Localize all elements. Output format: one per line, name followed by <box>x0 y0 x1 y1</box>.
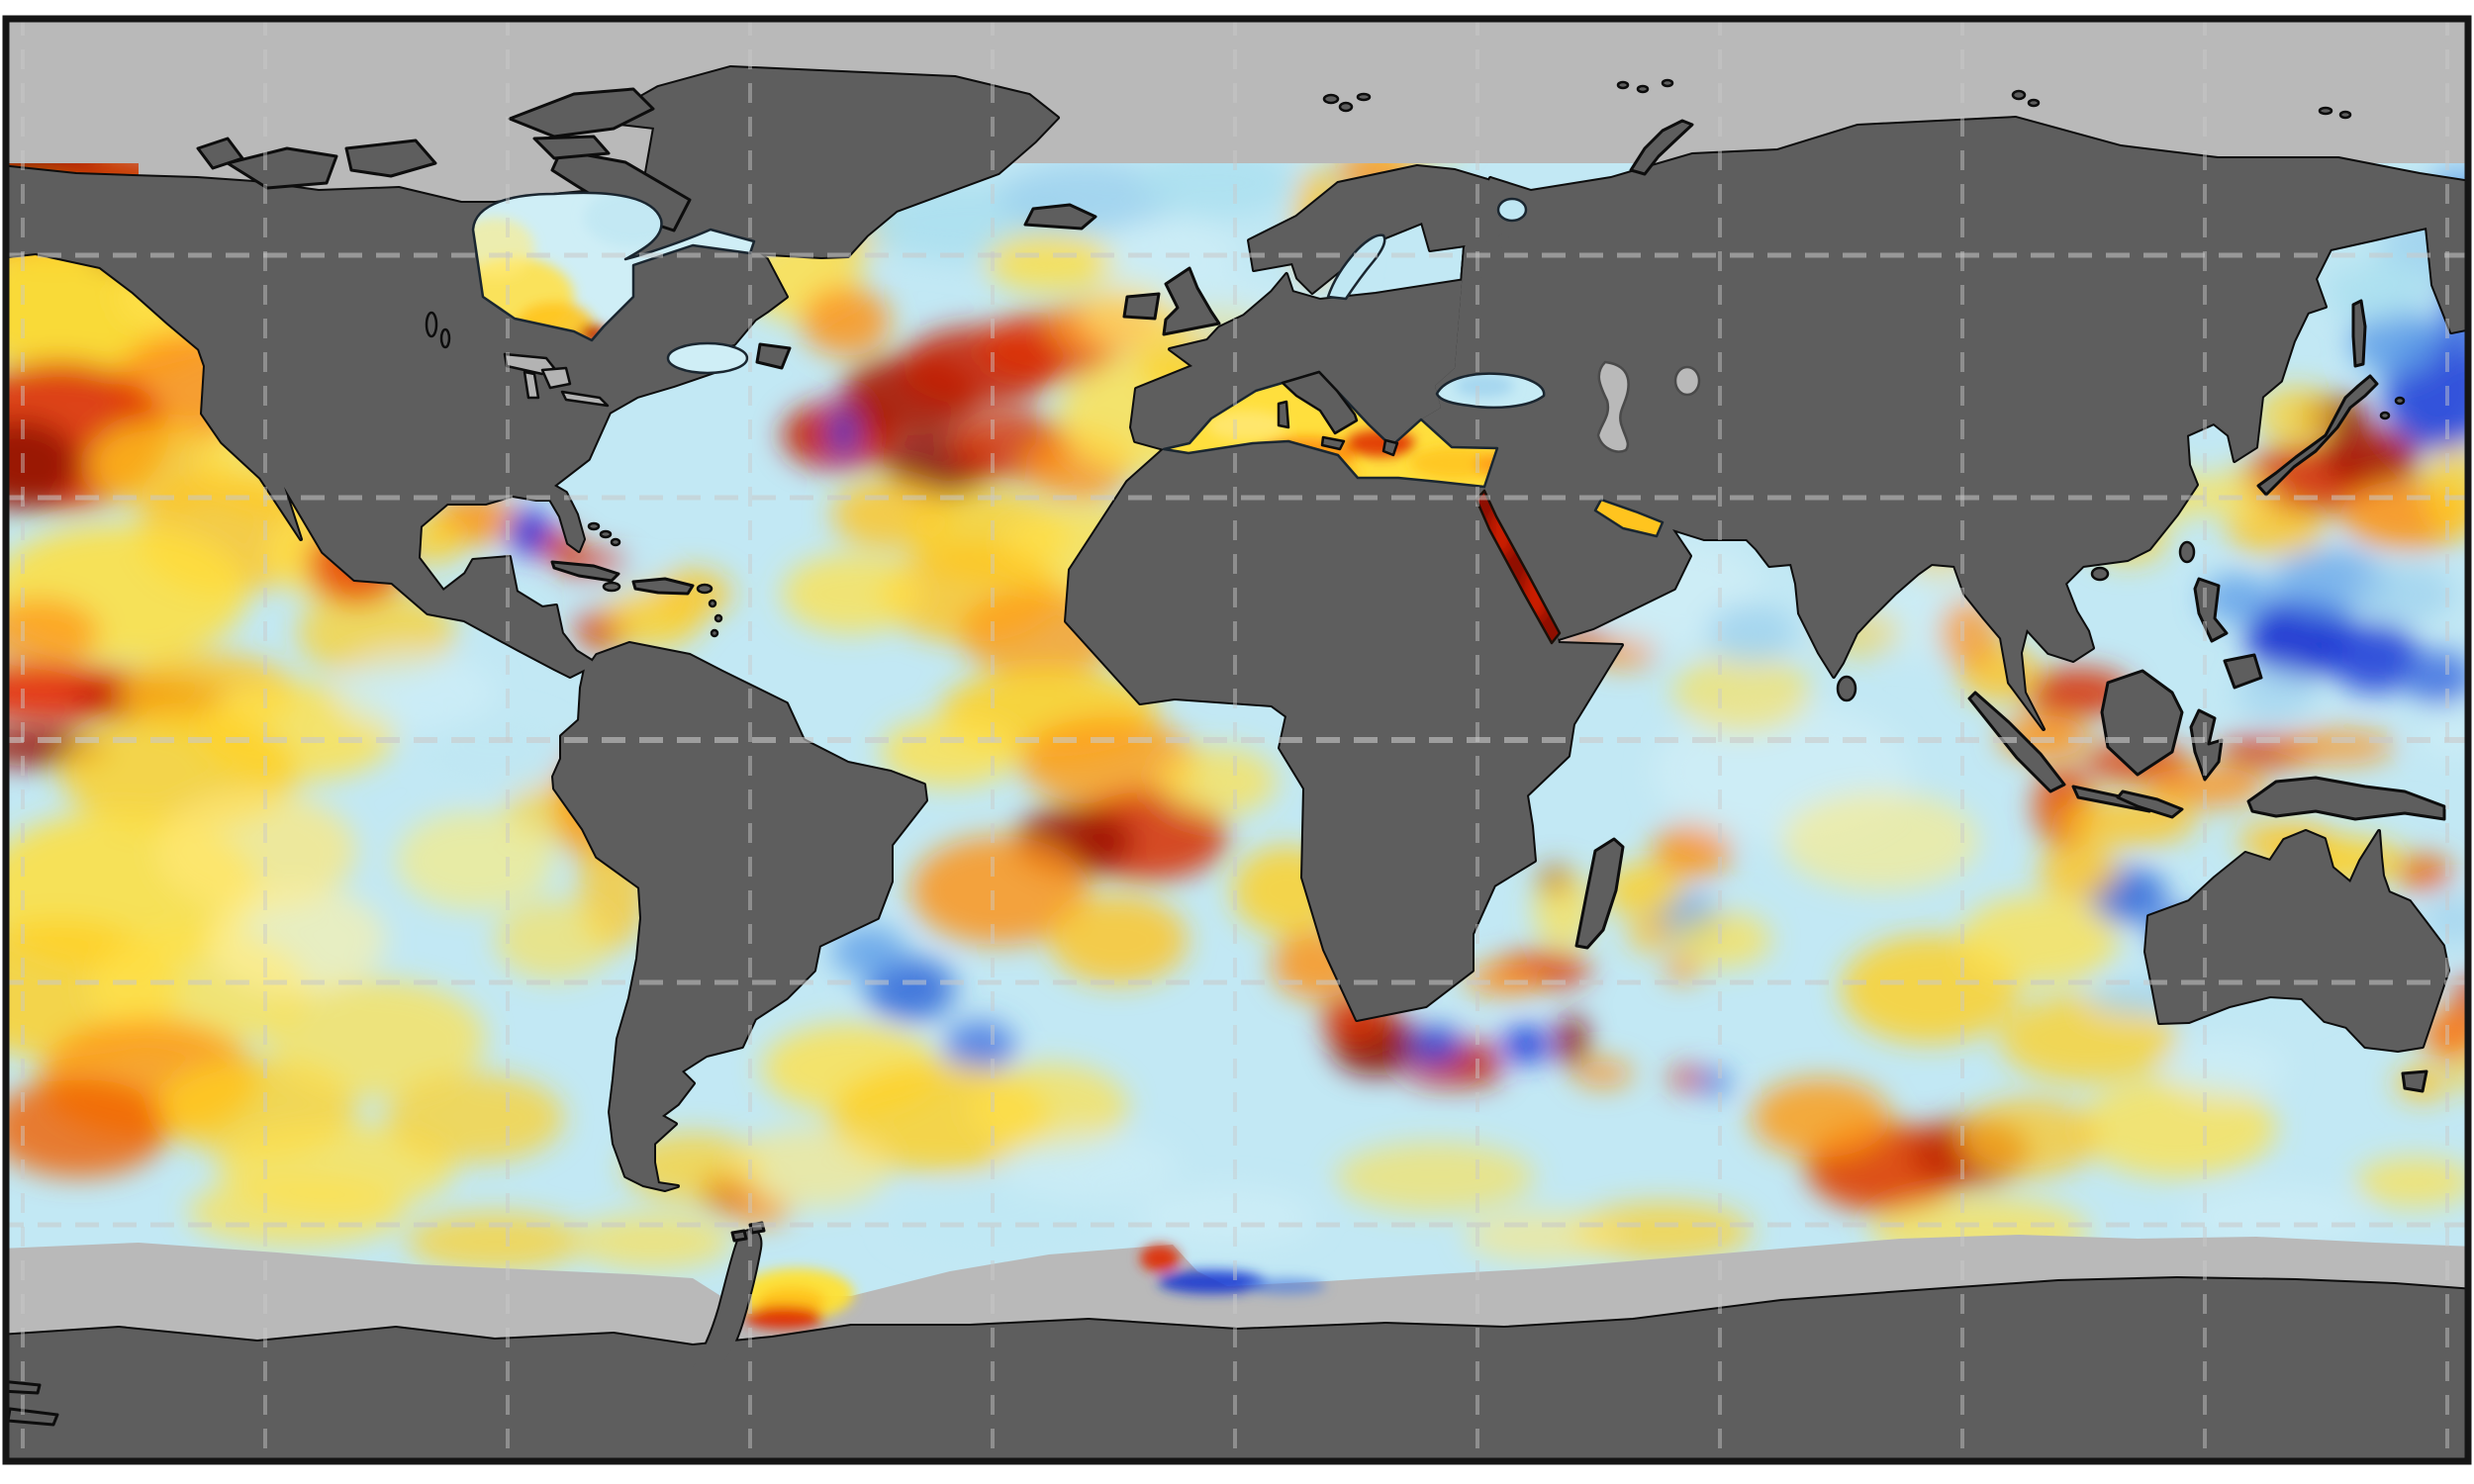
puerto-rico <box>696 583 714 595</box>
svalbard-2 <box>1338 101 1354 113</box>
franz-josef-2 <box>1636 84 1650 94</box>
greece-peloponnese <box>1381 438 1399 457</box>
graticule-layer <box>3 16 2471 1464</box>
iceland <box>1023 203 1097 231</box>
island-layer <box>3 78 2446 1427</box>
eurasia <box>1421 118 2471 729</box>
hispaniola <box>631 577 695 596</box>
sakhalin <box>2351 299 2367 368</box>
caspian-sea <box>1598 362 1629 452</box>
bottom-margin-strip <box>0 1467 2474 1484</box>
africa <box>1066 441 1622 1020</box>
newfoundland <box>755 342 792 370</box>
severnaya-1 <box>2011 89 2027 101</box>
bahama-1 <box>587 521 601 531</box>
gulf-st-lawrence <box>666 341 749 375</box>
bahama-3 <box>610 537 621 547</box>
baltic-sea <box>1328 234 1385 299</box>
greenland <box>619 67 1058 257</box>
europe <box>1131 178 1514 449</box>
new-guinea <box>2246 776 2446 821</box>
svalbard-3 <box>1356 92 1372 102</box>
inland-sea-layer <box>471 191 1701 645</box>
svalbard-1 <box>1322 93 1340 105</box>
antilles-3 <box>710 628 719 638</box>
ice-edge-blue-streak <box>1158 1270 1267 1294</box>
franz-josef-1 <box>1616 80 1630 90</box>
novaya-zemlya <box>1629 119 1694 176</box>
persian-gulf <box>1595 500 1663 536</box>
antarctica <box>3 1278 2471 1464</box>
timor-arc <box>2116 789 2184 819</box>
australia <box>2145 831 2448 1051</box>
kuril-1 <box>2379 411 2391 420</box>
cuba <box>550 560 620 583</box>
borneo <box>2100 669 2184 777</box>
jamaica <box>602 581 621 593</box>
taiwan <box>2178 540 2196 564</box>
arctic-island-1 <box>344 139 437 178</box>
japan <box>2256 374 2379 497</box>
ice-edge-blue-faint <box>1247 1278 1326 1294</box>
scandinavia <box>1249 166 1514 293</box>
severnaya-2 <box>2027 98 2041 108</box>
luzon <box>2193 577 2229 643</box>
kuril-2 <box>2394 396 2406 406</box>
tasmania <box>2401 1069 2428 1093</box>
victoria-island <box>226 146 338 190</box>
mediterranean-land-layer <box>1277 370 1399 457</box>
south-america <box>553 643 926 1190</box>
top-margin-strip <box>0 0 2474 13</box>
white-sea <box>1496 197 1528 223</box>
madagascar <box>1574 837 1625 950</box>
sardinia-corsica <box>1277 400 1290 429</box>
sicily <box>1320 435 1346 451</box>
antarctic-islet-1 <box>3 1379 42 1395</box>
sulawesi <box>2189 708 2224 782</box>
winnipeg-sliver <box>425 311 438 338</box>
ice-edge-features <box>739 1245 1326 1330</box>
ireland <box>1122 292 1161 321</box>
ice-edge-red <box>744 1306 823 1330</box>
aral-sea <box>1673 365 1701 397</box>
antarctic-peninsula <box>693 1230 761 1367</box>
bahama-2 <box>599 529 613 539</box>
antilles-1 <box>708 599 717 608</box>
peninsula-islet-1 <box>730 1229 748 1243</box>
mindanao <box>2223 653 2263 690</box>
franz-josef-3 <box>1661 78 1674 88</box>
italy <box>1281 370 1359 435</box>
sri-lanka <box>1836 675 1857 702</box>
new-siberian-2 <box>2338 110 2352 120</box>
land-layer <box>3 67 2471 1464</box>
weddell-corner-red <box>1140 1245 1180 1272</box>
banks-island <box>196 137 244 170</box>
great-britain <box>1162 266 1221 336</box>
lake-erie-ontario <box>562 392 608 406</box>
new-siberian-1 <box>2318 106 2333 116</box>
antilles-2 <box>714 613 723 623</box>
hainan <box>2090 566 2110 582</box>
map-frame-border <box>2 15 2472 1465</box>
devon-island <box>532 135 611 160</box>
winnipeg-sliver-2 <box>439 327 451 349</box>
